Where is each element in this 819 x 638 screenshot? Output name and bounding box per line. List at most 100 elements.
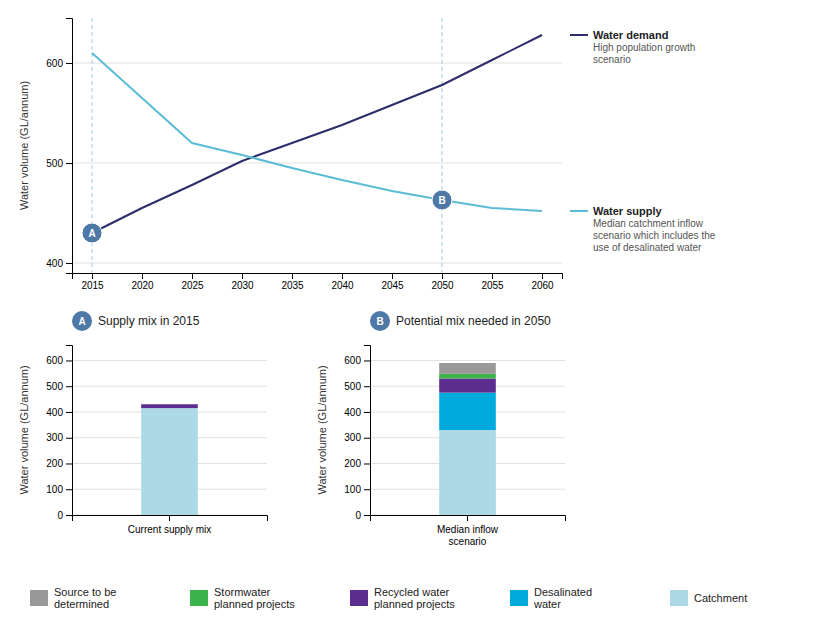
badge-label: A [78, 316, 85, 327]
tick-label: 0 [57, 510, 63, 521]
legend-description: Median catchment inflowscenario which in… [593, 218, 716, 253]
tick-mark [364, 360, 370, 361]
bar-segment [439, 430, 496, 515]
chart-title: BPotential mix needed in 2050 [370, 311, 551, 331]
tick: 100 [46, 484, 72, 495]
text-line: water [533, 598, 561, 610]
tick-mark [66, 489, 72, 490]
tick: 400 [46, 407, 72, 418]
tick-mark [142, 273, 143, 279]
tick: 500 [46, 158, 72, 169]
tick: 100 [344, 484, 370, 495]
legend-label: Catchment [694, 592, 747, 604]
tick-label: 300 [344, 432, 361, 443]
tick-mark [169, 515, 170, 521]
tick: 2055 [481, 273, 504, 291]
tick-mark [364, 515, 370, 516]
bar-chart: A Supply mix in 2015 Current supply mix 0 10… [18, 311, 268, 535]
tick-mark [66, 360, 72, 361]
bar-segment [439, 378, 496, 392]
tick: 500 [46, 381, 72, 392]
tick: Median inflowscenario [437, 515, 499, 547]
tick-label: 500 [46, 381, 63, 392]
tick-label: 2035 [281, 280, 304, 291]
tick-label: 2055 [481, 280, 504, 291]
legend-label: Water demand [593, 29, 668, 41]
tick-label: 2060 [531, 280, 554, 291]
tick-label: 200 [344, 458, 361, 469]
bar-segment [141, 404, 198, 408]
tick: 0 [355, 510, 370, 521]
badge [72, 311, 92, 331]
tick-mark [292, 273, 293, 279]
tick-mark [66, 63, 72, 64]
tick-label: 400 [46, 407, 63, 418]
y-axis-title: Water volume (GL/annum) [316, 365, 328, 494]
bar-segment [439, 363, 496, 374]
legend: Water demandHigh population growthscenar… [570, 29, 716, 253]
axis-line [73, 274, 563, 280]
tick: 2020 [131, 273, 154, 291]
tick-mark [442, 273, 443, 279]
legend-swatch [570, 210, 588, 212]
tick: 2045 [381, 273, 404, 291]
tick-mark [492, 273, 493, 279]
y-axis-title: Water volume (GL/annum) [18, 81, 30, 210]
text-line: Stormwater [214, 586, 271, 598]
legend-label: Stormwaterplanned projects [214, 586, 295, 611]
grid-line [72, 263, 562, 264]
tick: 600 [46, 355, 72, 366]
tick-label: 2045 [381, 280, 404, 291]
text-line: Recycled water [374, 586, 450, 598]
tick-label: 2020 [131, 280, 154, 291]
grid-line [72, 163, 562, 164]
bar-chart: BPotential mix needed in 2050 Median infl… [316, 311, 566, 547]
tick: 2035 [281, 273, 304, 291]
grid [72, 63, 562, 263]
tick-label: Current supply mix [128, 524, 211, 535]
tick-mark [66, 412, 72, 413]
tick: 400 [46, 258, 72, 269]
tick: 2040 [331, 273, 354, 291]
tick: 600 [344, 355, 370, 366]
grid-line [370, 360, 565, 361]
reference-line [442, 18, 443, 273]
tick-mark [392, 273, 393, 279]
tick-label: 600 [344, 355, 361, 366]
annotation-marker [432, 190, 452, 210]
text-line: Current supply mix [128, 524, 211, 535]
tick-mark [242, 273, 243, 279]
tick-mark [467, 515, 468, 521]
text-line: Desalinated [534, 586, 592, 598]
grid [370, 360, 565, 515]
tick-mark [364, 489, 370, 490]
y-axis-title: Water volume (GL/annum) [18, 365, 30, 494]
text-line: scenario [593, 54, 631, 65]
text-line: High population growth [593, 42, 695, 53]
tick-label: 100 [46, 484, 63, 495]
axis-line [66, 19, 73, 274]
tick: 2030 [231, 273, 254, 291]
legend-label: Recycled waterplanned projects [374, 586, 455, 611]
tick: 200 [344, 458, 370, 469]
tick-label: 2025 [181, 280, 204, 291]
tick-label: 500 [46, 158, 63, 169]
tick-label: 2040 [331, 280, 354, 291]
text-line: scenario [449, 536, 487, 547]
series-line [92, 53, 542, 211]
tick: 2015 [81, 273, 104, 291]
tick-mark [92, 273, 93, 279]
axis-line [66, 346, 73, 516]
chart-title: A Supply mix in 2015 [72, 311, 200, 331]
axis-line [364, 346, 371, 516]
tick: 500 [344, 381, 370, 392]
y-axis: 400 500 600 [46, 19, 72, 274]
tick-mark [66, 515, 72, 516]
tick-label: 600 [46, 58, 63, 69]
tick-mark [342, 273, 343, 279]
annotation-marker [82, 223, 102, 243]
grid-line [72, 360, 267, 361]
title: Supply mix in 2015 [98, 314, 200, 328]
bar-segment [439, 374, 496, 379]
x-axis: Current supply mix [73, 515, 268, 535]
